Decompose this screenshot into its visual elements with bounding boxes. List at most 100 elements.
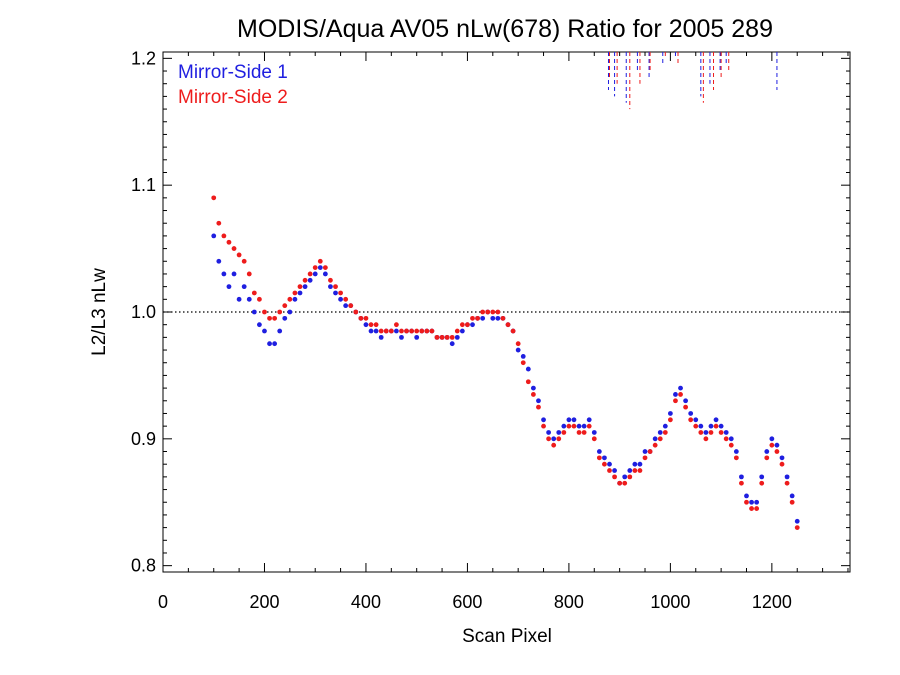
data-point-series-2 xyxy=(530,392,536,397)
data-point-series-2 xyxy=(627,474,633,480)
data-point-series-1 xyxy=(713,417,719,423)
data-point-series-2 xyxy=(733,455,739,461)
legend: Mirror-Side 1 Mirror-Side 2 xyxy=(178,62,288,108)
data-point-series-2 xyxy=(728,442,734,448)
data-point-series-2 xyxy=(231,246,237,251)
data-point-series-2 xyxy=(378,328,384,334)
data-point-series-2 xyxy=(774,449,780,454)
data-point-series-2 xyxy=(262,309,267,315)
data-point-series-1 xyxy=(368,328,374,334)
legend-item-mirror-side-2: Mirror-Side 2 xyxy=(178,87,288,108)
data-point-series-2 xyxy=(404,328,409,334)
data-point-series-1 xyxy=(292,296,298,302)
data-point-series-2 xyxy=(444,334,450,340)
data-point-series-2 xyxy=(267,315,272,321)
data-point-series-1 xyxy=(272,341,278,347)
data-point-series-2 xyxy=(302,277,308,283)
data-point-series-1 xyxy=(393,328,399,334)
data-point-series-1 xyxy=(302,284,308,290)
data-point-series-2 xyxy=(764,455,770,461)
data-point-series-2 xyxy=(216,220,222,226)
data-point-series-2 xyxy=(586,423,592,429)
data-point-series-1 xyxy=(612,468,617,473)
data-point-series-2 xyxy=(424,328,430,334)
data-point-series-1 xyxy=(267,341,272,347)
data-point-series-2 xyxy=(510,328,516,334)
data-point-series-1 xyxy=(586,417,592,423)
data-point-series-2 xyxy=(769,442,775,448)
data-point-series-2 xyxy=(662,430,668,435)
data-point-series-1 xyxy=(708,423,714,429)
data-point-series-2 xyxy=(541,423,546,429)
y-tick-label: 1.1 xyxy=(131,175,156,195)
data-point-series-1 xyxy=(683,398,689,404)
data-point-series-2 xyxy=(221,233,227,239)
chart-title: MODIS/Aqua AV05 nLw(678) Ratio for 2005 … xyxy=(237,15,773,43)
data-point-series-2 xyxy=(637,468,643,473)
data-point-series-1 xyxy=(627,468,633,473)
data-point-series-2 xyxy=(703,436,709,442)
data-point-series-1 xyxy=(652,436,658,442)
data-point-series-2 xyxy=(642,455,648,461)
data-point-series-2 xyxy=(363,315,369,321)
data-point-series-1 xyxy=(688,411,694,416)
data-point-series-1 xyxy=(754,499,760,505)
data-point-series-2 xyxy=(399,328,404,334)
x-tick-label: 800 xyxy=(554,592,584,612)
y-tick-label: 1.0 xyxy=(131,302,156,322)
data-point-series-2 xyxy=(591,436,597,442)
data-point-series-2 xyxy=(328,277,333,283)
data-point-series-2 xyxy=(739,480,744,486)
data-point-series-1 xyxy=(495,315,501,321)
data-point-series-2 xyxy=(667,417,673,423)
data-point-series-2 xyxy=(307,271,313,277)
data-point-series-2 xyxy=(784,480,790,486)
data-point-series-2 xyxy=(607,468,612,473)
data-point-series-2 xyxy=(576,430,582,435)
data-point-series-1 xyxy=(307,277,313,283)
data-point-series-2 xyxy=(459,322,465,328)
data-point-series-2 xyxy=(383,328,389,334)
data-point-series-2 xyxy=(561,430,567,435)
data-point-series-1 xyxy=(622,474,628,480)
data-point-series-1 xyxy=(236,296,242,302)
data-point-series-1 xyxy=(769,436,775,442)
data-point-series-2 xyxy=(312,265,318,271)
data-point-series-2 xyxy=(698,430,704,435)
data-point-series-2 xyxy=(470,315,475,321)
data-point-series-2 xyxy=(794,525,800,531)
data-point-series-2 xyxy=(475,315,480,321)
data-point-series-2 xyxy=(241,258,247,264)
data-point-series-2 xyxy=(683,404,689,410)
data-point-series-2 xyxy=(551,442,557,448)
data-point-series-2 xyxy=(652,442,658,448)
data-point-series-2 xyxy=(353,309,359,315)
data-point-series-1 xyxy=(378,334,384,340)
data-point-series-2 xyxy=(673,398,678,404)
data-point-series-1 xyxy=(373,328,379,334)
data-point-series-1 xyxy=(530,385,536,391)
data-point-series-1 xyxy=(576,423,582,429)
x-axis-label: Scan Pixel xyxy=(462,626,552,647)
data-point-series-2 xyxy=(744,499,749,505)
data-point-series-1 xyxy=(246,296,252,302)
data-point-series-2 xyxy=(272,315,278,321)
data-point-series-2 xyxy=(257,296,262,302)
data-point-series-2 xyxy=(419,328,425,334)
data-point-series-1 xyxy=(667,411,673,416)
y-axis: 0.8 0.9 1.0 1.1 1.2 xyxy=(131,48,850,576)
data-point-series-2 xyxy=(525,379,531,385)
data-point-series-1 xyxy=(257,322,262,328)
data-point-series-2 xyxy=(282,303,288,309)
data-point-series-1 xyxy=(211,233,217,239)
data-point-series-2 xyxy=(520,360,526,366)
data-point-series-1 xyxy=(779,455,785,461)
out-of-range-spikes xyxy=(607,52,778,110)
data-point-series-2 xyxy=(647,449,653,454)
data-point-series-2 xyxy=(566,423,572,429)
data-point-series-2 xyxy=(612,474,617,480)
legend-item-mirror-side-1: Mirror-Side 1 xyxy=(178,62,288,83)
data-point-series-2 xyxy=(617,480,623,486)
y-tick-label: 0.9 xyxy=(131,429,156,449)
